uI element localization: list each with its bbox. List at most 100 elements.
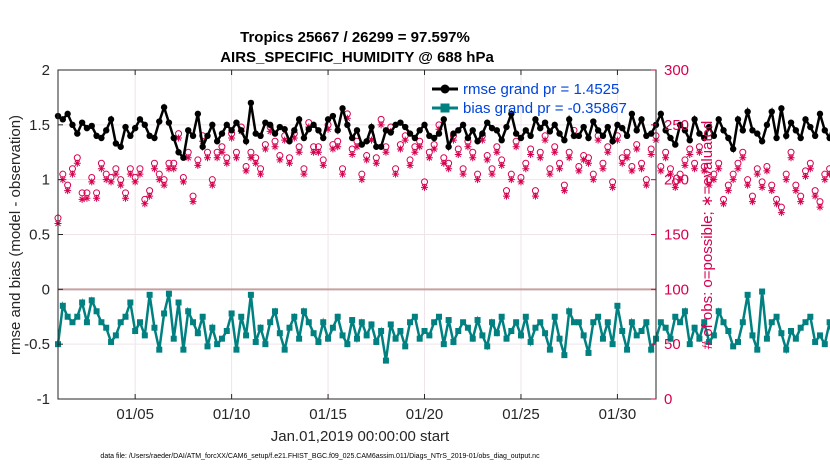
rmse-point-17 bbox=[136, 116, 144, 123]
bias-point-101 bbox=[542, 330, 549, 337]
rmse-point-95 bbox=[512, 130, 520, 137]
obs-evaluated-point-152 bbox=[787, 154, 795, 162]
rmse-point-82 bbox=[450, 130, 457, 137]
bias-point-91 bbox=[493, 330, 500, 337]
obs-evaluated-point-105 bbox=[560, 187, 568, 195]
bias-point-28 bbox=[190, 319, 197, 326]
rmse-point-111 bbox=[590, 118, 597, 125]
bias-point-135 bbox=[706, 338, 713, 345]
obs-evaluated-point-25 bbox=[175, 134, 183, 142]
y-tick-label-left-3: 0.5 bbox=[29, 227, 50, 244]
rmse-point-127 bbox=[667, 134, 674, 142]
bias-point-123 bbox=[648, 346, 655, 353]
bias-point-80 bbox=[440, 341, 447, 348]
obs-evaluated-point-129 bbox=[676, 176, 684, 184]
obs-evaluated-point-108 bbox=[575, 167, 583, 175]
obs-evaluated-point-17 bbox=[136, 170, 144, 178]
bias-point-103 bbox=[551, 313, 558, 320]
rmse-point-152 bbox=[787, 119, 795, 126]
obs-evaluated-point-134 bbox=[700, 167, 708, 175]
obs-evaluated-point-24 bbox=[170, 165, 178, 173]
rmse-point-32 bbox=[209, 121, 216, 129]
obs-evaluated-point-139 bbox=[724, 187, 732, 195]
rmse-point-121 bbox=[638, 116, 645, 123]
obs-evaluated-point-82 bbox=[449, 136, 457, 144]
rmse-point-157 bbox=[811, 132, 819, 139]
obs-evaluated-point-49 bbox=[290, 134, 298, 142]
x-tick-label-2: 01/15 bbox=[309, 406, 347, 423]
x-tick-label-0: 01/05 bbox=[116, 406, 154, 423]
rmse-point-48 bbox=[286, 138, 293, 145]
obs-evaluated-point-144 bbox=[748, 198, 756, 206]
rmse-point-84 bbox=[459, 121, 467, 129]
rmse-point-1 bbox=[59, 116, 67, 123]
obs-evaluated-point-36 bbox=[228, 134, 236, 142]
rmse-point-122 bbox=[643, 132, 650, 139]
obs-evaluated-point-54 bbox=[314, 148, 322, 156]
rmse-point-98 bbox=[527, 132, 534, 139]
obs-evaluated-point-10 bbox=[102, 176, 110, 184]
rmse-point-66 bbox=[373, 143, 380, 150]
obs-evaluated-point-32 bbox=[208, 181, 216, 189]
y-tick-label-left-2: 0 bbox=[42, 281, 50, 298]
bias-point-9 bbox=[98, 319, 105, 326]
rmse-point-18 bbox=[141, 121, 149, 129]
bias-point-73 bbox=[407, 319, 414, 326]
rmse-point-22 bbox=[160, 104, 168, 111]
bias-point-100 bbox=[537, 319, 544, 326]
rmse-point-57 bbox=[329, 112, 337, 120]
rmse-point-78 bbox=[430, 134, 438, 142]
rmse-point-132 bbox=[691, 116, 698, 123]
obs-evaluated-point-74 bbox=[411, 148, 419, 156]
rmse-point-14 bbox=[122, 123, 129, 131]
bias-point-130 bbox=[681, 308, 688, 315]
obs-evaluated-point-51 bbox=[300, 170, 308, 178]
rmse-point-70 bbox=[392, 121, 399, 129]
bias-point-20 bbox=[151, 324, 158, 331]
bias-point-11 bbox=[108, 338, 115, 345]
rmse-point-49 bbox=[291, 127, 298, 134]
obs-evaluated-point-116 bbox=[613, 136, 621, 144]
x-axis-label: Jan.01,2019 00:00:00 start bbox=[271, 428, 450, 445]
rmse-point-31 bbox=[204, 132, 211, 139]
bias-point-35 bbox=[223, 328, 230, 335]
rmse-point-62 bbox=[353, 127, 361, 134]
obs-evaluated-point-14 bbox=[122, 194, 130, 202]
rmse-point-105 bbox=[561, 136, 568, 144]
obs-evaluated-point-41 bbox=[252, 159, 260, 167]
rmse-point-92 bbox=[498, 136, 505, 144]
rmse-point-65 bbox=[368, 123, 375, 131]
obs-evaluated-point-145 bbox=[753, 170, 761, 178]
bias-point-7 bbox=[88, 297, 95, 304]
obs-evaluated-series bbox=[54, 114, 830, 228]
y-tick-label-right-1: 50 bbox=[664, 336, 681, 353]
obs-evaluated-point-56 bbox=[324, 125, 332, 133]
bias-point-153 bbox=[792, 335, 799, 342]
obs-evaluated-point-90 bbox=[488, 170, 496, 178]
bias-point-61 bbox=[349, 317, 356, 324]
rmse-point-99 bbox=[532, 116, 539, 123]
rmse-point-37 bbox=[233, 119, 240, 126]
bias-point-15 bbox=[127, 299, 134, 306]
obs-evaluated-point-102 bbox=[546, 170, 554, 178]
rmse-point-9 bbox=[98, 134, 105, 142]
bias-point-145 bbox=[754, 346, 761, 353]
bias-point-132 bbox=[691, 324, 698, 331]
rmse-point-129 bbox=[676, 121, 684, 129]
rmse-point-149 bbox=[773, 134, 780, 142]
obs-evaluated-point-16 bbox=[131, 178, 139, 186]
rmse-point-117 bbox=[619, 124, 626, 132]
bias-point-22 bbox=[161, 310, 168, 317]
obs-evaluated-point-12 bbox=[112, 170, 120, 178]
bias-point-24 bbox=[170, 335, 177, 342]
bias-point-36 bbox=[228, 310, 235, 317]
obs-evaluated-point-26 bbox=[179, 178, 187, 186]
bias-point-63 bbox=[358, 319, 365, 326]
bias-point-51 bbox=[300, 308, 307, 315]
obs-possible-point-5 bbox=[78, 189, 86, 197]
chart-subtitle: AIRS_SPECIFIC_HUMIDITY @ 688 hPa bbox=[220, 49, 494, 66]
obs-evaluated-point-15 bbox=[126, 170, 134, 178]
bias-point-59 bbox=[339, 332, 346, 339]
rmse-point-47 bbox=[281, 126, 288, 133]
bias-point-108 bbox=[575, 319, 582, 326]
